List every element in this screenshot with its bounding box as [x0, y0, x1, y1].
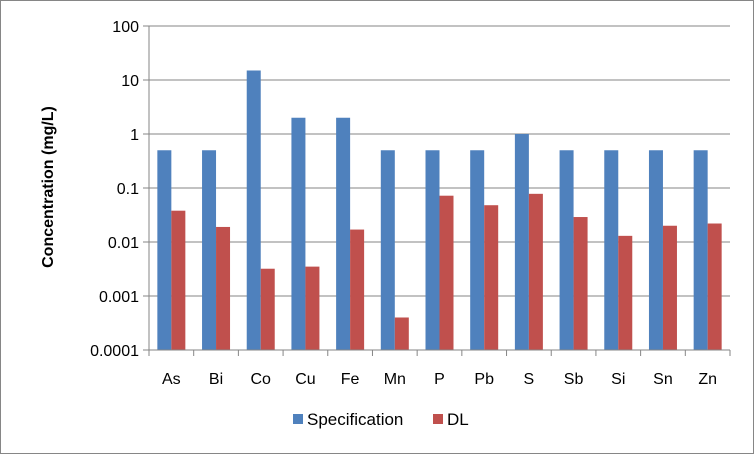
bar-dl-bi [216, 226, 231, 350]
x-tick-label: Cu [295, 371, 315, 388]
bar-specification-sn [648, 150, 663, 350]
x-tick-label: Bi [209, 371, 223, 388]
x-tick-label: As [162, 371, 181, 388]
bar-specification-bi [202, 150, 217, 350]
bar-dl-co [260, 268, 275, 350]
bar-dl-p [439, 195, 454, 350]
x-tick-label: Sb [564, 371, 584, 388]
y-tick-label: 0.0001 [90, 343, 139, 360]
bar-dl-fe [350, 229, 365, 350]
x-tick-labels: As Bi Co Cu Fe Mn P Pb S Sb Si Sn Zn [162, 371, 717, 388]
x-tick-label: Co [251, 371, 272, 388]
bar-specification-as [157, 150, 172, 350]
bar-dl-cu [305, 266, 320, 350]
x-tick-label: Sn [653, 371, 673, 388]
bar-specification-pb [470, 150, 485, 350]
x-tick-label: S [524, 371, 535, 388]
legend: Specification DL [293, 410, 469, 429]
bar-specification-si [604, 150, 619, 350]
y-tick-label: 100 [112, 19, 139, 36]
bar-dl-si [618, 235, 633, 350]
bar-specification-cu [291, 117, 306, 350]
x-tick-label: Si [611, 371, 625, 388]
y-tick-label: 0.1 [117, 181, 139, 198]
legend-swatch-dl [433, 414, 443, 424]
bar-dl-as [171, 210, 186, 350]
x-tick-label: Zn [698, 371, 717, 388]
y-tick-label: 1 [130, 127, 139, 144]
bar-specification-p [425, 150, 440, 350]
bar-specification-zn [693, 150, 708, 350]
axes [148, 26, 730, 351]
bar-specification-fe [336, 117, 351, 350]
x-tick-label: Fe [341, 371, 360, 388]
x-tick-label: Mn [384, 371, 406, 388]
bar-dl-mn [394, 317, 409, 350]
y-axis-title: Concentration (mg/L) [40, 106, 57, 268]
y-tick-labels: 100 10 1 0.1 0.01 0.001 0.0001 [90, 19, 139, 360]
y-tick-label: 0.001 [99, 289, 139, 306]
y-tick-label: 10 [121, 73, 139, 90]
legend-label-specification: Specification [307, 410, 403, 429]
bars [157, 70, 722, 350]
bar-dl-zn [707, 223, 722, 350]
bar-dl-s [528, 193, 543, 350]
bar-dl-pb [484, 205, 499, 350]
bar-specification-sb [559, 150, 574, 350]
x-tick-label: Pb [474, 371, 494, 388]
legend-label-dl: DL [447, 410, 469, 429]
bar-dl-sn [662, 225, 677, 350]
y-tick-label: 0.01 [108, 235, 139, 252]
bar-specification-s [514, 134, 529, 350]
bar-dl-sb [573, 217, 588, 350]
legend-swatch-specification [293, 414, 303, 424]
bar-specification-mn [380, 150, 395, 350]
bar-specification-co [246, 70, 261, 350]
x-tick-label: P [434, 371, 445, 388]
